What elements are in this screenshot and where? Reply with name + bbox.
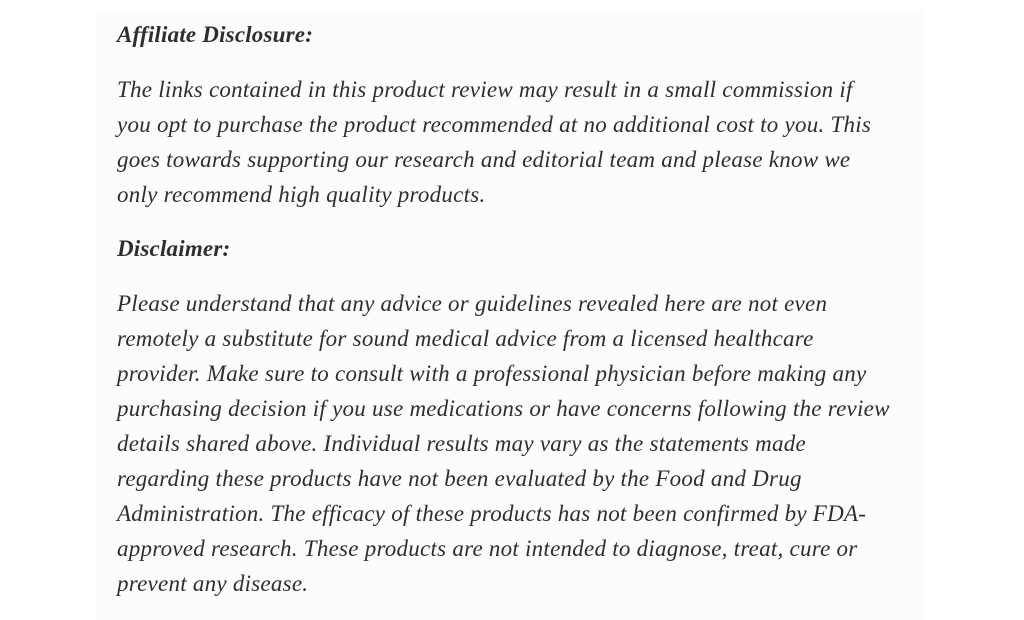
disclaimer-paragraph: Please understand that any advice or gui…	[117, 286, 890, 601]
paragraph-line: goes towards supporting our research and…	[117, 147, 851, 172]
paragraph-line: purchasing decision if you use medicatio…	[117, 396, 890, 421]
paragraph-line: Administration. The efficacy of these pr…	[117, 501, 867, 526]
paragraph-line: you opt to purchase the product recommen…	[117, 112, 872, 137]
affiliate-disclosure-heading: Affiliate Disclosure:	[117, 22, 314, 47]
paragraph-line: approved research. These products are no…	[117, 536, 858, 561]
disclaimer-heading: Disclaimer:	[117, 236, 231, 261]
paragraph-line: details shared above. Individual results…	[117, 431, 806, 456]
paragraph-line: prevent any disease.	[117, 571, 309, 596]
paragraph-line: Please understand that any advice or gui…	[117, 291, 828, 316]
content-panel	[95, 10, 925, 620]
affiliate-disclosure-paragraph: The links contained in this product revi…	[117, 72, 871, 212]
paragraph-line: only recommend high quality products.	[117, 182, 486, 207]
paragraph-line: remotely a substitute for sound medical …	[117, 326, 814, 351]
paragraph-line: provider. Make sure to consult with a pr…	[117, 361, 867, 386]
paragraph-line: The links contained in this product revi…	[117, 77, 853, 102]
paragraph-line: regarding these products have not been e…	[117, 466, 802, 491]
